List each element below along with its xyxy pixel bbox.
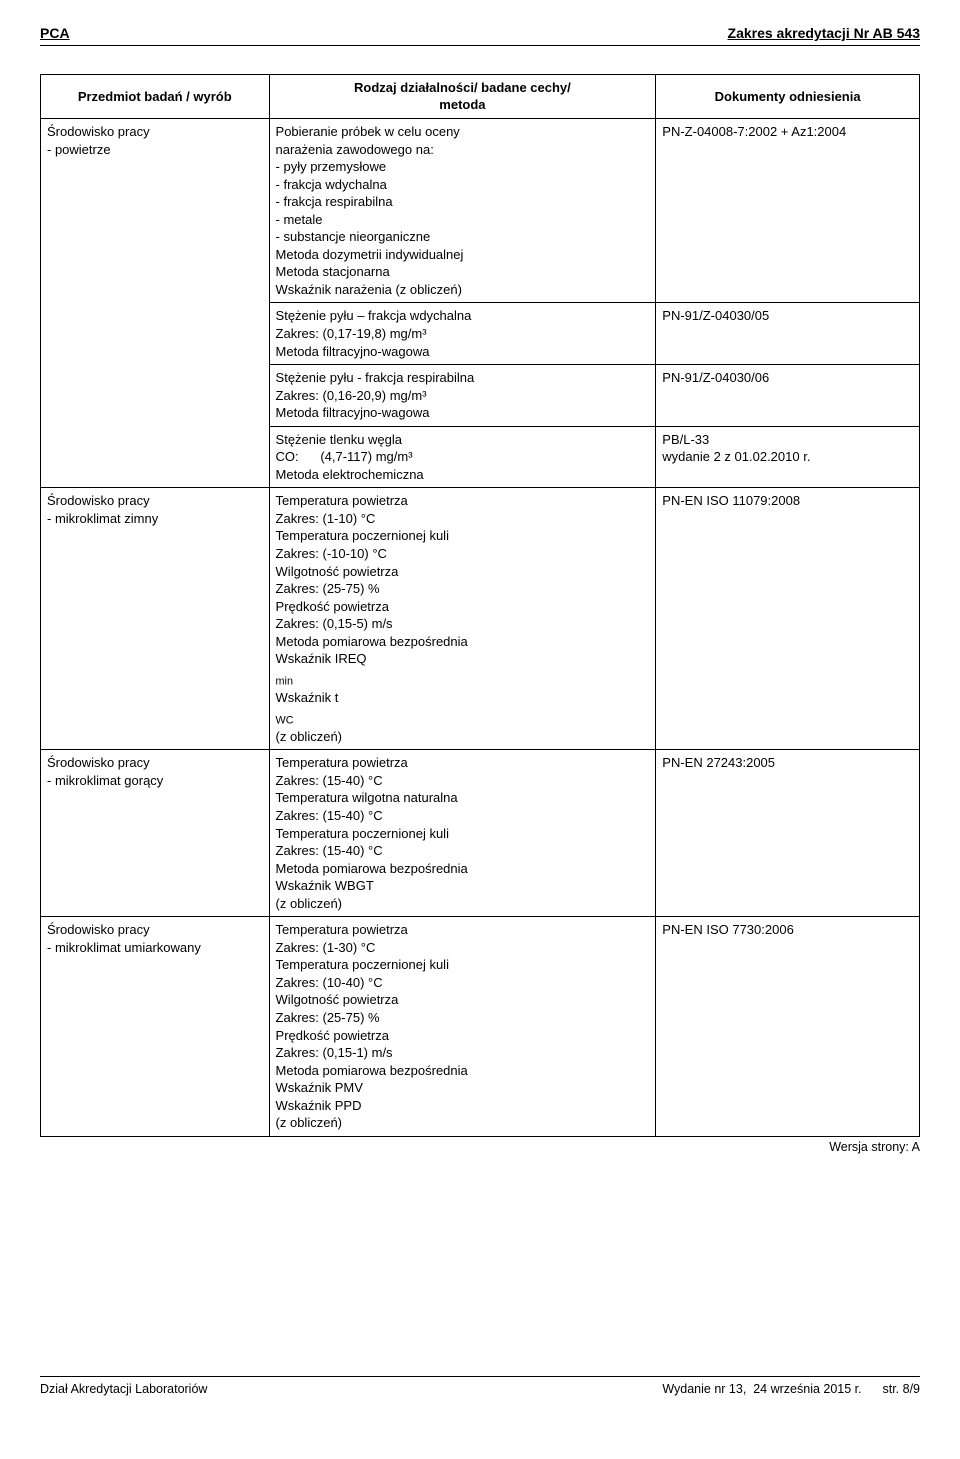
footer-left: Dział Akredytacji Laboratoriów bbox=[40, 1381, 207, 1398]
method-cell: Stężenie pyłu – frakcja wdychalna Zakres… bbox=[269, 303, 656, 365]
header-right: Zakres akredytacji Nr AB 543 bbox=[728, 24, 920, 43]
header-left: PCA bbox=[40, 24, 70, 43]
header-rule bbox=[40, 45, 920, 46]
subject-cell: Środowisko pracy - mikroklimat zimny bbox=[41, 488, 270, 750]
doc-cell: PN-91/Z-04030/05 bbox=[656, 303, 920, 365]
subject-cell: Środowisko pracy - mikroklimat umiarkowa… bbox=[41, 917, 270, 1137]
page-header: PCA Zakres akredytacji Nr AB 543 bbox=[40, 24, 920, 43]
doc-cell: PN-EN 27243:2005 bbox=[656, 750, 920, 917]
subject-cell: Środowisko pracy - powietrze bbox=[41, 118, 270, 487]
col-header-method: Rodzaj działalności/ badane cechy/ metod… bbox=[269, 74, 656, 118]
doc-cell: PN-91/Z-04030/06 bbox=[656, 365, 920, 427]
method-cell: Temperatura powietrza Zakres: (1-10) °C … bbox=[269, 488, 656, 750]
doc-cell: PN-Z-04008-7:2002 + Az1:2004 bbox=[656, 118, 920, 302]
footer-right: Wydanie nr 13, 24 września 2015 r. str. … bbox=[662, 1381, 920, 1398]
footer-rule bbox=[40, 1376, 920, 1377]
method-cell: Stężenie tlenku węgla CO: (4,7-117) mg/m… bbox=[269, 426, 656, 488]
method-cell: Temperatura powietrza Zakres: (1-30) °C … bbox=[269, 917, 656, 1137]
method-cell: Temperatura powietrza Zakres: (15-40) °C… bbox=[269, 750, 656, 917]
table-row: Środowisko pracy - mikroklimat gorący Te… bbox=[41, 750, 920, 917]
table-row: Środowisko pracy - powietrze Pobieranie … bbox=[41, 118, 920, 302]
page-footer: Dział Akredytacji Laboratoriów Wydanie n… bbox=[40, 1381, 920, 1398]
method-cell: Stężenie pyłu - frakcja respirabilna Zak… bbox=[269, 365, 656, 427]
subject-cell: Środowisko pracy - mikroklimat gorący bbox=[41, 750, 270, 917]
doc-cell: PN-EN ISO 7730:2006 bbox=[656, 917, 920, 1137]
method-cell: Pobieranie próbek w celu oceny narażenia… bbox=[269, 118, 656, 302]
doc-cell: PB/L-33 wydanie 2 z 01.02.2010 r. bbox=[656, 426, 920, 488]
col-header-docs: Dokumenty odniesienia bbox=[656, 74, 920, 118]
col-header-subject: Przedmiot badań / wyrób bbox=[41, 74, 270, 118]
accreditation-table: Przedmiot badań / wyrób Rodzaj działalno… bbox=[40, 74, 920, 1137]
table-row: Środowisko pracy - mikroklimat zimny Tem… bbox=[41, 488, 920, 750]
page-version: Wersja strony: A bbox=[40, 1139, 920, 1156]
table-row: Środowisko pracy - mikroklimat umiarkowa… bbox=[41, 917, 920, 1137]
doc-cell: PN-EN ISO 11079:2008 bbox=[656, 488, 920, 750]
table-header-row: Przedmiot badań / wyrób Rodzaj działalno… bbox=[41, 74, 920, 118]
